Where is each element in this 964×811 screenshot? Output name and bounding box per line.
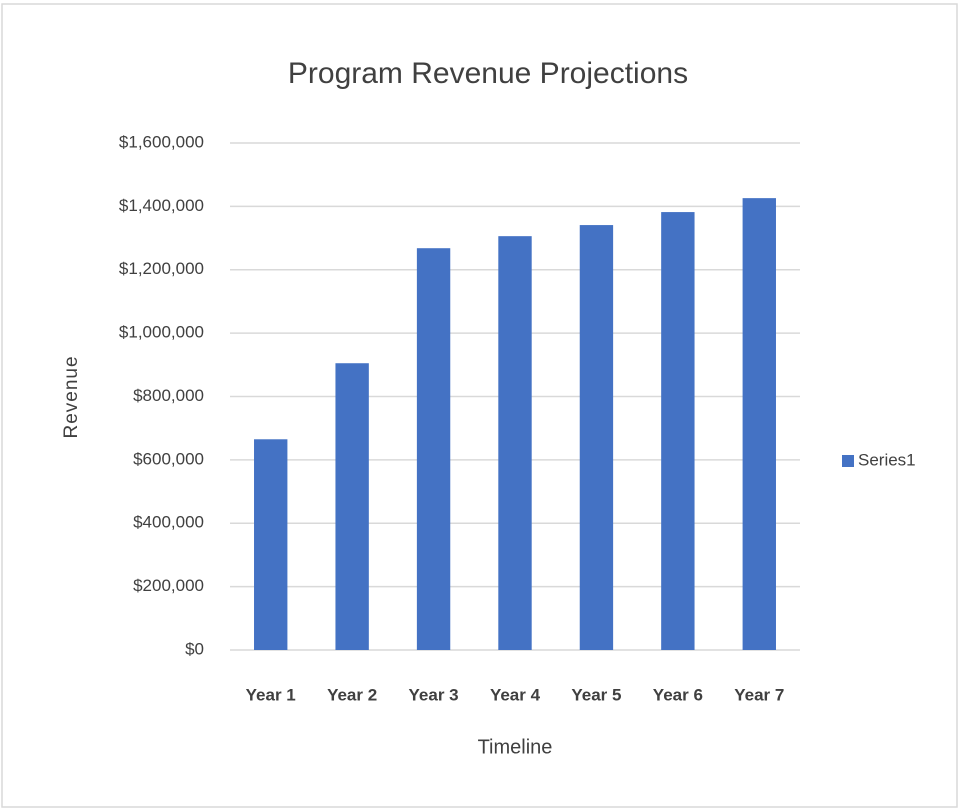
y-tick-label: $1,000,000 xyxy=(119,323,204,342)
y-axis-label: Revenue xyxy=(61,355,82,438)
bar xyxy=(742,198,776,651)
x-tick-label: Year 6 xyxy=(653,685,703,704)
bar xyxy=(416,248,451,650)
bar xyxy=(498,236,532,650)
chart-title: Program Revenue Projections xyxy=(288,57,688,90)
y-tick-label: $1,200,000 xyxy=(119,259,204,278)
y-tick-label: $1,400,000 xyxy=(119,196,204,215)
y-tick-label: $400,000 xyxy=(133,513,204,532)
y-tick-label: $800,000 xyxy=(133,386,204,405)
y-tick-label: $1,600,000 xyxy=(119,132,204,151)
x-tick-label: Year 4 xyxy=(490,685,541,704)
bar xyxy=(254,439,288,650)
bar xyxy=(661,212,695,651)
x-tick-label: Year 7 xyxy=(734,685,784,704)
legend-swatch xyxy=(842,455,854,467)
y-tick-label: $600,000 xyxy=(133,449,204,468)
x-tick-label: Year 1 xyxy=(246,685,296,704)
y-tick-label: $200,000 xyxy=(133,576,204,595)
bar xyxy=(579,225,614,650)
x-tick-label: Year 5 xyxy=(571,685,621,704)
bar xyxy=(335,363,369,650)
x-axis-label: Timeline xyxy=(478,736,553,758)
x-tick-label: Year 2 xyxy=(327,685,377,704)
chart-border xyxy=(1,3,958,808)
y-tick-label: $0 xyxy=(185,639,204,658)
legend-label: Series1 xyxy=(858,450,916,469)
x-tick-label: Year 3 xyxy=(409,685,459,704)
